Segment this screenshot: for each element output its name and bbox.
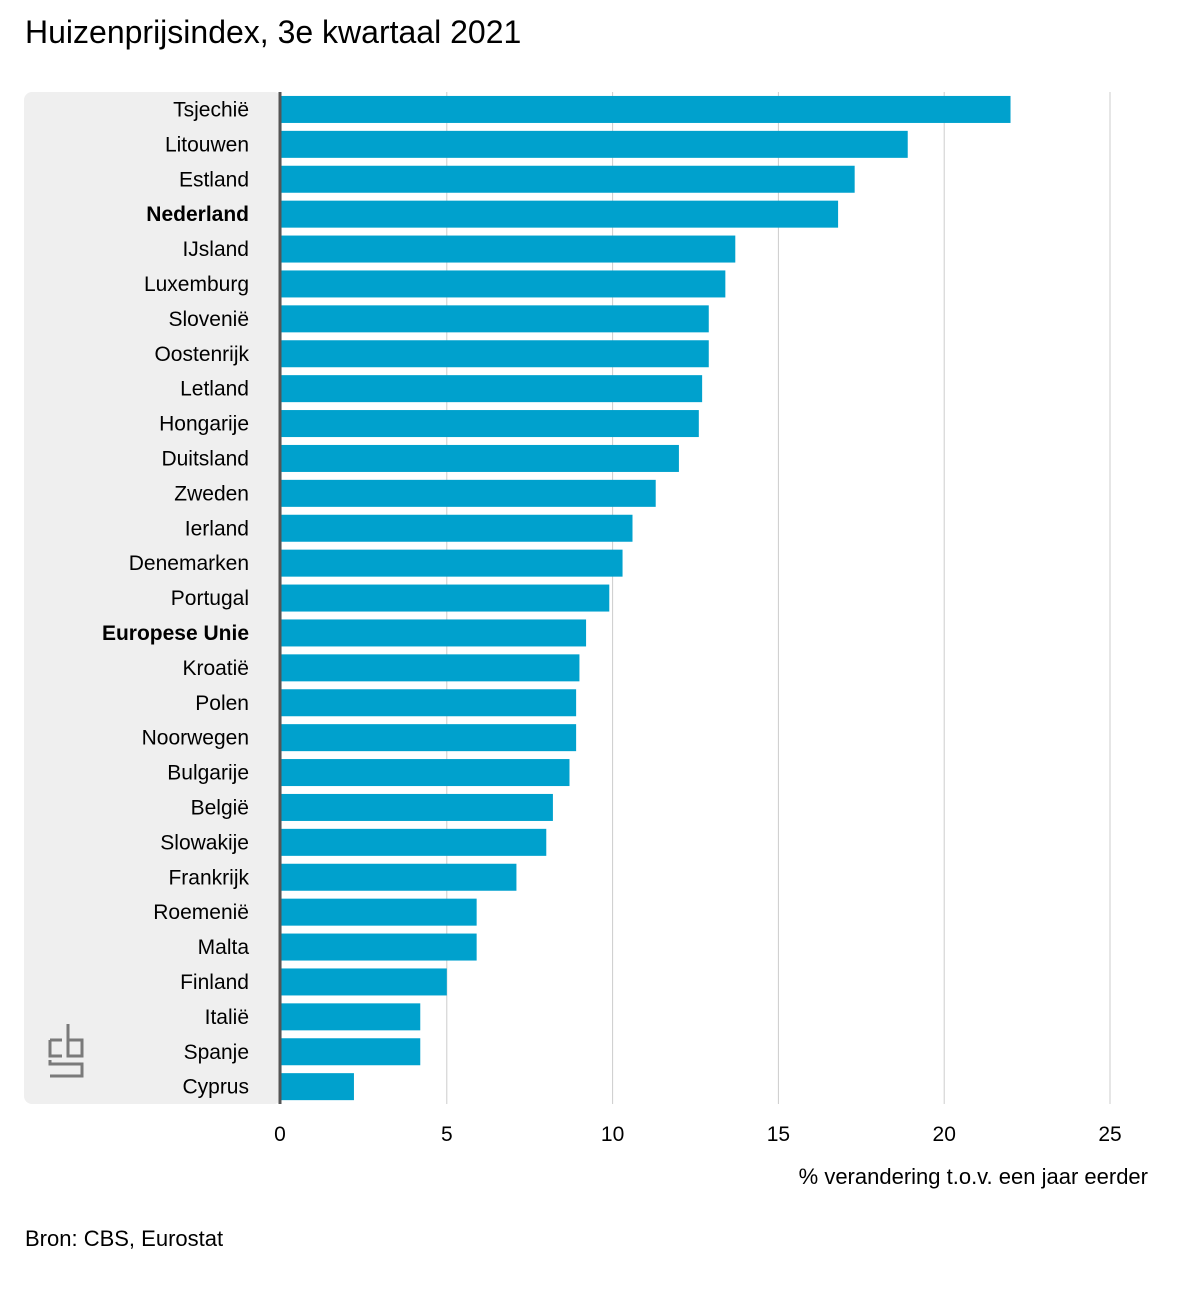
source-note: Bron: CBS, Eurostat xyxy=(25,1226,224,1251)
category-label: Finland xyxy=(180,971,249,994)
category-label: Polen xyxy=(195,692,249,715)
bar xyxy=(281,793,553,821)
x-axis-label: % verandering t.o.v. een jaar eerder xyxy=(799,1164,1148,1189)
bar xyxy=(281,95,1011,123)
category-label: België xyxy=(191,796,249,819)
label-panel xyxy=(24,92,282,1104)
x-tick-label: 25 xyxy=(1098,1123,1121,1146)
bar xyxy=(281,724,577,752)
x-tick-label: 20 xyxy=(933,1123,956,1146)
bar xyxy=(281,759,570,787)
bar xyxy=(281,130,908,158)
category-label: Nederland xyxy=(146,203,249,226)
bar xyxy=(281,898,477,926)
bar xyxy=(281,584,610,612)
bar xyxy=(281,689,577,717)
bar xyxy=(281,444,679,472)
bar xyxy=(281,968,447,996)
category-label: Oostenrijk xyxy=(154,343,249,366)
bar xyxy=(281,933,477,961)
category-label: Duitsland xyxy=(161,447,249,470)
category-label: Zweden xyxy=(174,482,249,505)
bar xyxy=(281,619,587,647)
bar xyxy=(281,165,855,193)
category-label: IJsland xyxy=(182,238,249,261)
bar xyxy=(281,479,656,507)
x-tick-labels: 0 5 10 15 20 25 xyxy=(274,1123,1122,1146)
category-label: Europese Unie xyxy=(102,622,249,645)
category-label: Slovenië xyxy=(168,308,249,331)
category-label: Estland xyxy=(179,168,249,191)
category-labels: Tsjechië Litouwen Estland Nederland IJsland L… xyxy=(102,98,250,1098)
category-label: Hongarije xyxy=(159,413,249,436)
bar xyxy=(281,654,580,682)
category-label: Frankrijk xyxy=(168,866,249,889)
bar xyxy=(281,1073,354,1101)
bar xyxy=(281,863,517,891)
chart-title: Huizenprijsindex, 3e kwartaal 2021 xyxy=(25,14,522,50)
bar xyxy=(281,1003,421,1031)
bar xyxy=(281,549,623,577)
bars xyxy=(281,95,1011,1101)
bar xyxy=(281,270,726,298)
bar xyxy=(281,514,633,542)
category-label: Denemarken xyxy=(129,552,249,575)
category-label: Slowakije xyxy=(160,831,249,854)
x-tick-label: 0 xyxy=(274,1123,286,1146)
bar xyxy=(281,235,736,263)
x-tick-label: 15 xyxy=(767,1123,790,1146)
category-label: Litouwen xyxy=(165,133,249,156)
x-tick-label: 10 xyxy=(601,1123,624,1146)
bar xyxy=(281,340,709,368)
bar xyxy=(281,828,547,856)
category-label: Cyprus xyxy=(182,1076,249,1099)
bar xyxy=(281,410,699,438)
category-label: Letland xyxy=(180,378,249,401)
category-label: Malta xyxy=(198,936,250,959)
category-label: Ierland xyxy=(185,517,249,540)
category-label: Bulgarije xyxy=(167,762,249,785)
category-label: Luxemburg xyxy=(144,273,249,296)
category-label: Kroatië xyxy=(182,657,249,680)
bar xyxy=(281,1038,421,1066)
category-label: Roemenië xyxy=(153,901,249,924)
cbs-logo-icon xyxy=(48,1024,84,1078)
category-label: Noorwegen xyxy=(142,727,249,750)
category-label: Italië xyxy=(205,1006,249,1029)
category-label: Spanje xyxy=(184,1041,249,1064)
x-tick-label: 5 xyxy=(441,1123,453,1146)
bar xyxy=(281,305,709,333)
category-label: Portugal xyxy=(171,587,249,610)
category-label: Tsjechië xyxy=(173,98,249,121)
bar xyxy=(281,200,839,228)
bar-chart: Tsjechië Litouwen Estland Nederland IJsland L… xyxy=(24,92,1148,1189)
bar xyxy=(281,375,703,403)
